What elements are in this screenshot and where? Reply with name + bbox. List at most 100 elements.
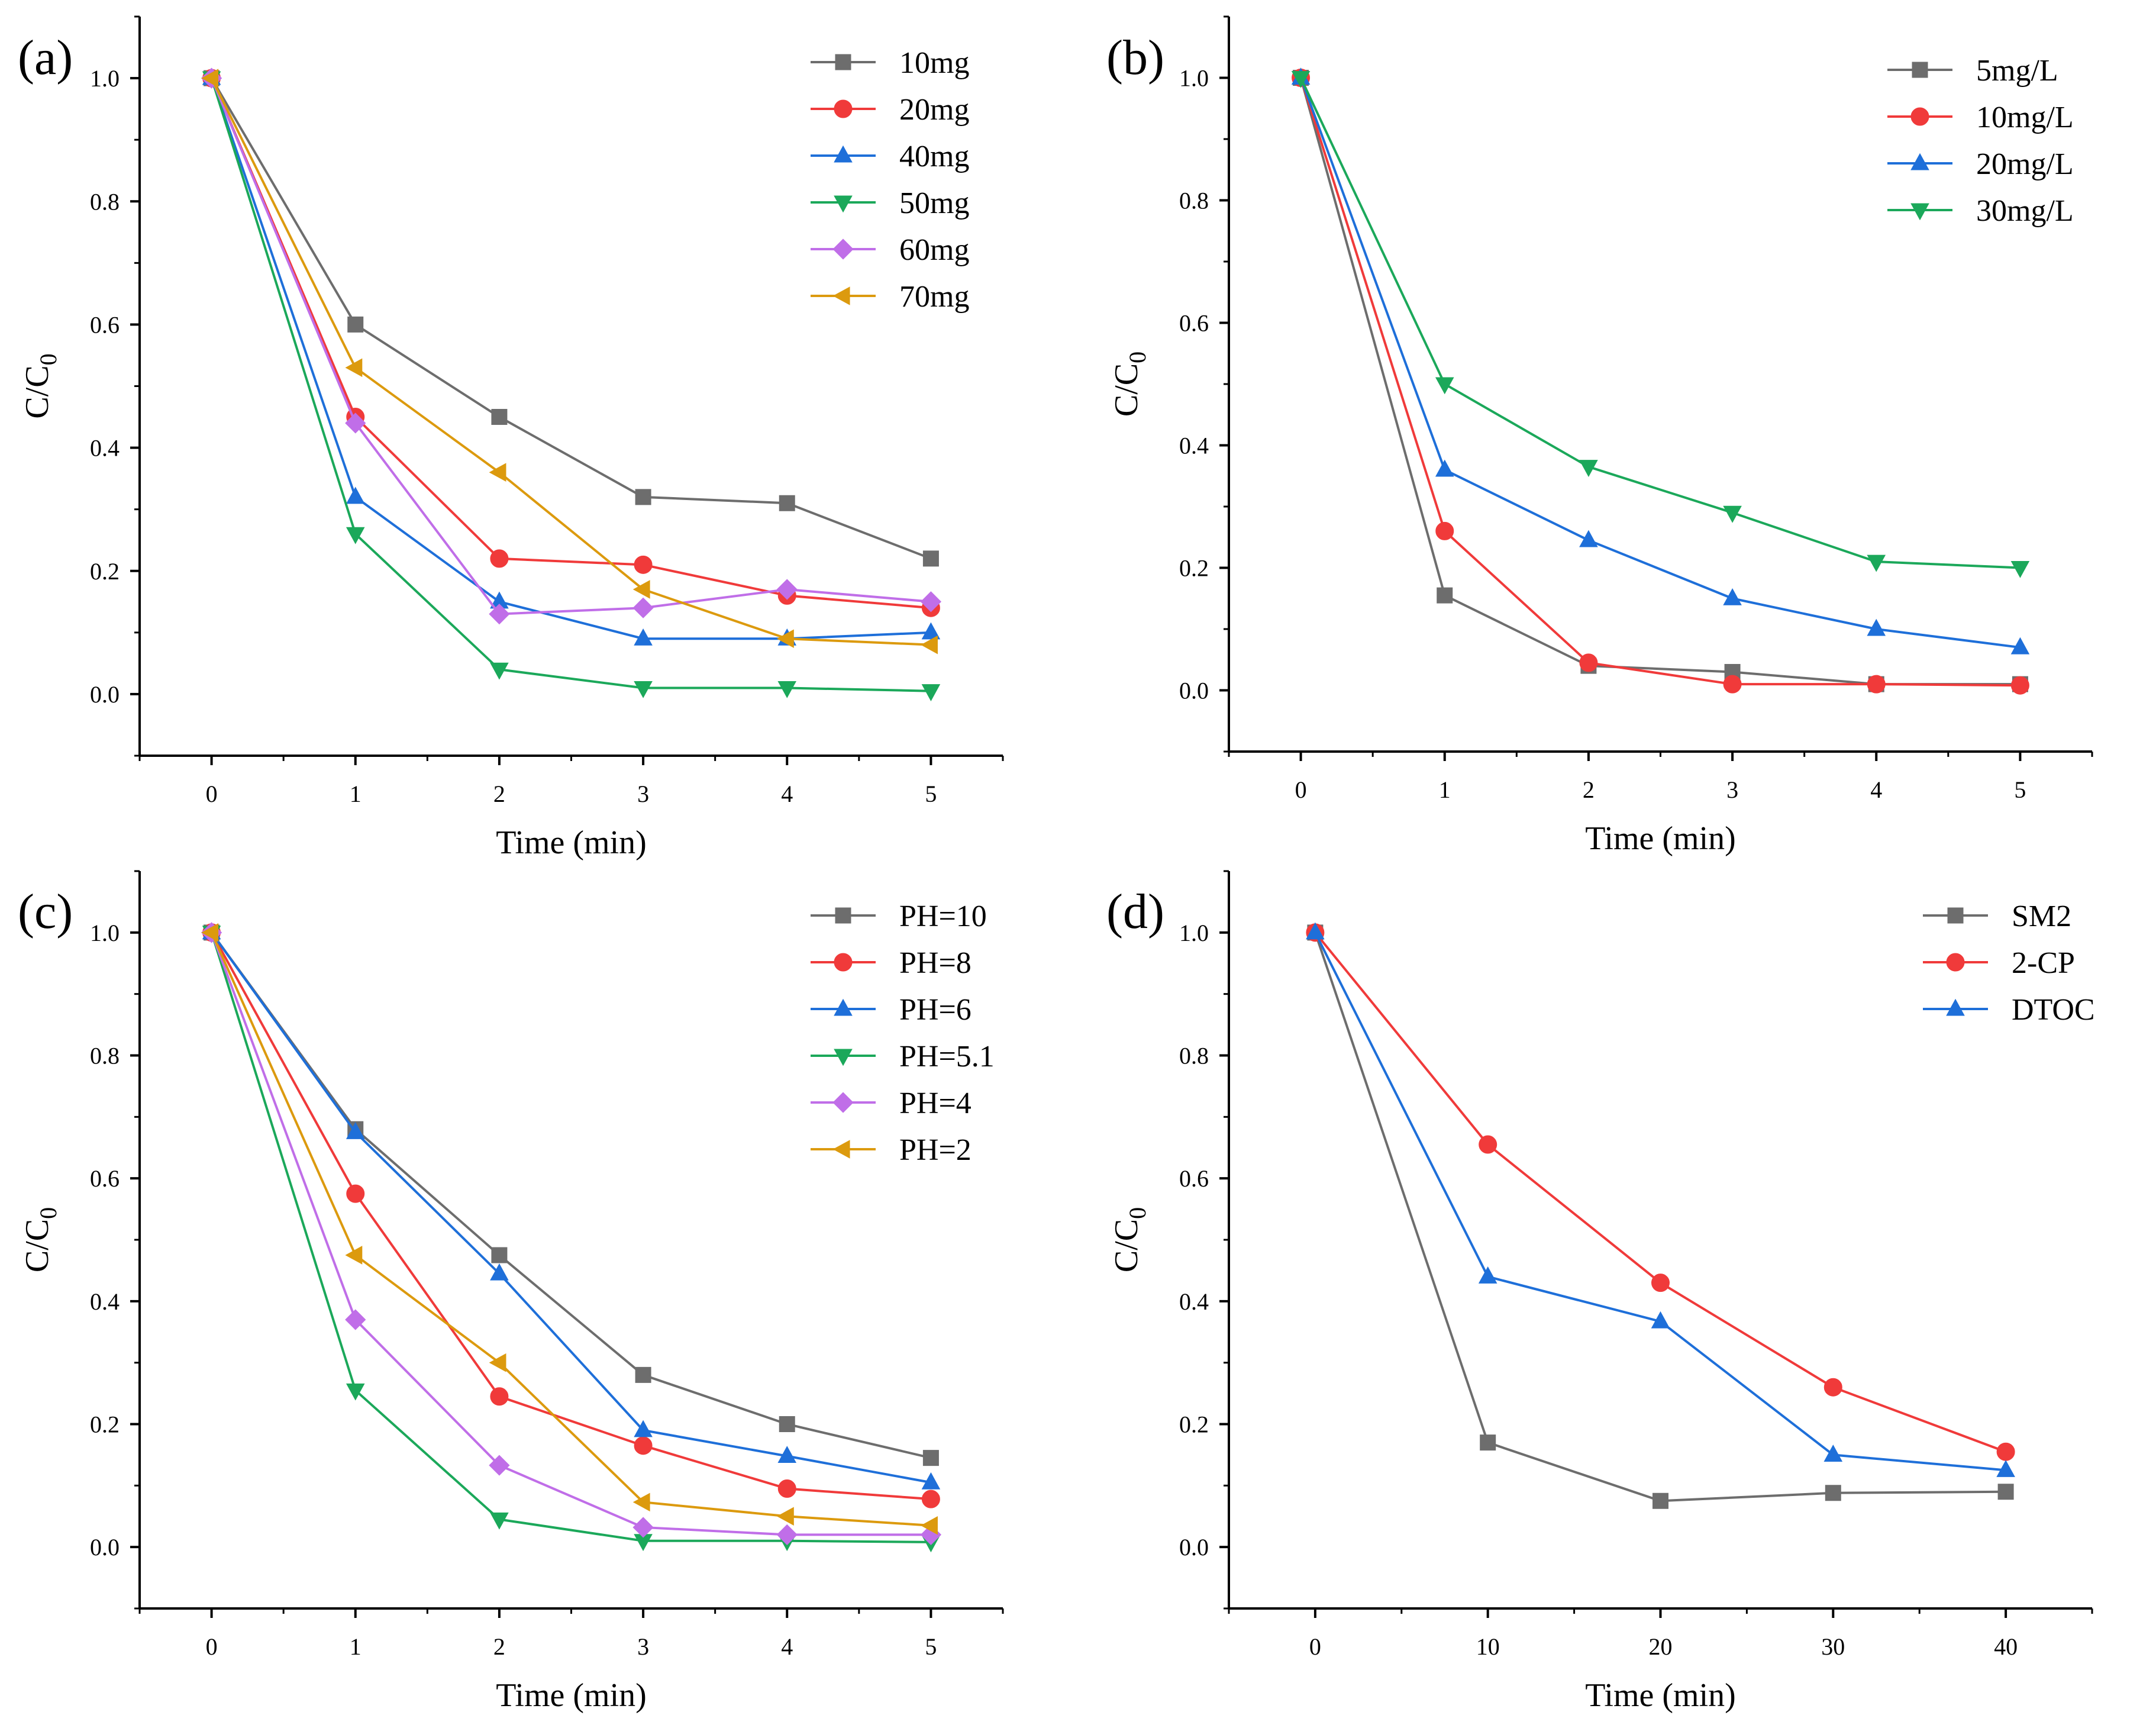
- legend-swatch-marker: [834, 953, 853, 972]
- series-20mg-l: [1291, 67, 2030, 655]
- data-point: [1996, 1460, 2015, 1477]
- series-group: [1291, 67, 2030, 695]
- data-point: [489, 1353, 506, 1372]
- series-group: [201, 922, 942, 1553]
- data-point: [1437, 587, 1453, 604]
- series-dtoc: [1306, 922, 2015, 1477]
- legend-swatch-marker: [1910, 153, 1929, 170]
- y-tick-label: 0.0: [90, 681, 120, 708]
- legend-item: SM2: [1923, 900, 2071, 933]
- data-point: [1435, 521, 1454, 540]
- data-point: [2010, 676, 2029, 695]
- data-point: [490, 1263, 509, 1281]
- series-line: [1299, 77, 2021, 569]
- legend-item: 20mg/L: [1887, 147, 2074, 181]
- y-axis-title-subscript: 0: [1124, 352, 1151, 363]
- y-tick-label: 1.0: [1179, 65, 1209, 92]
- legend-swatch-marker: [1946, 998, 1965, 1016]
- x-tick-label: 0: [1309, 1633, 1321, 1660]
- x-tick-label: 5: [925, 1633, 937, 1660]
- legend-item: 40mg: [811, 140, 969, 173]
- data-point: [1723, 505, 1742, 523]
- x-tick-label: 3: [637, 781, 649, 807]
- legend-label: 60mg: [899, 233, 969, 267]
- x-tick-label: 4: [781, 1633, 793, 1660]
- series-ph-2: [201, 923, 938, 1535]
- y-tick-label: 0.0: [1179, 678, 1209, 704]
- data-point: [634, 1436, 653, 1455]
- legend-item: PH=5.1: [811, 1040, 995, 1073]
- panel-label: (b): [1106, 30, 1164, 85]
- data-point: [1996, 1442, 2015, 1461]
- legend: PH=10 PH=8 PH=6 PH=5.1 PH=4 PH=2: [811, 900, 995, 1167]
- x-tick-label: 1: [350, 1633, 362, 1660]
- x-tick-label: 2: [1583, 776, 1595, 803]
- data-point: [922, 1450, 939, 1466]
- y-tick-label: 1.0: [90, 65, 120, 92]
- data-point: [1823, 1445, 1843, 1462]
- x-tick-label: 1: [1439, 776, 1451, 803]
- axes: 0 1 2 3 4 5 0.0 0.2 0.4 0.6 0.8 1.0: [90, 15, 1004, 807]
- x-tick-label: 4: [1870, 776, 1882, 803]
- legend-swatch-marker: [1947, 907, 1964, 924]
- x-tick-label: 30: [1821, 1633, 1845, 1660]
- data-point: [1651, 1274, 1670, 1292]
- legend: 10mg 20mg 40mg 50mg 60mg 70mg: [811, 46, 969, 314]
- series-line: [210, 78, 931, 610]
- legend-item: PH=8: [811, 946, 972, 980]
- series-10mg-l: [1292, 69, 2029, 695]
- legend-label: SM2: [2012, 900, 2071, 933]
- y-tick-label: 0.2: [90, 558, 120, 585]
- y-axis-title-main: C/C: [19, 1219, 56, 1272]
- legend-item: 20mg: [811, 93, 969, 127]
- data-point: [201, 923, 219, 942]
- data-point: [1579, 460, 1598, 478]
- data-point: [1435, 459, 1454, 477]
- data-point: [922, 550, 939, 567]
- data-point: [489, 463, 506, 482]
- data-point: [1723, 675, 1742, 694]
- legend-item: DTOC: [1923, 993, 2095, 1027]
- x-tick-label: 4: [781, 781, 793, 807]
- data-point: [634, 681, 653, 698]
- data-point: [2010, 560, 2030, 578]
- data-point: [776, 1524, 798, 1546]
- y-tick-label: 0.8: [1179, 1043, 1209, 1069]
- data-point: [1651, 1311, 1670, 1329]
- panel-d: 0 10 20 30 40 0.0 0.2 0.4 0.6 0.8 1.0 Time (min) C/C…: [1106, 870, 2095, 1714]
- legend-label: PH=10: [899, 900, 987, 933]
- data-point: [1579, 530, 1598, 547]
- legend-label: 20mg: [899, 93, 969, 127]
- legend-label: 70mg: [899, 280, 969, 314]
- series-line: [1299, 77, 2021, 687]
- data-point: [1306, 922, 1325, 940]
- data-point: [1579, 653, 1598, 672]
- y-tick-label: 0.8: [90, 1043, 120, 1069]
- data-point: [1825, 1485, 1841, 1501]
- legend-label: DTOC: [2012, 993, 2095, 1027]
- y-tick-label: 0.4: [90, 1288, 120, 1315]
- x-axis-title: Time (min): [496, 824, 647, 861]
- data-point: [491, 1247, 508, 1263]
- y-axis-title-subscript: 0: [35, 353, 62, 365]
- panel-label: (c): [18, 884, 73, 939]
- y-tick-label: 0.8: [1179, 188, 1209, 214]
- data-point: [634, 1420, 653, 1437]
- legend-swatch-marker: [832, 1140, 850, 1159]
- legend-label: 40mg: [899, 140, 969, 173]
- legend-swatch-marker: [1912, 62, 1928, 78]
- data-point: [635, 489, 651, 505]
- data-point: [1479, 1135, 1497, 1154]
- series-group: [201, 67, 942, 702]
- y-tick-label: 1.0: [1179, 920, 1209, 946]
- y-tick-label: 0.6: [90, 311, 120, 338]
- data-point: [490, 549, 509, 568]
- data-point: [345, 1246, 363, 1265]
- data-point: [490, 662, 509, 680]
- x-tick-label: 2: [493, 1633, 505, 1660]
- legend-item: 60mg: [811, 233, 969, 267]
- data-point: [346, 527, 365, 544]
- y-tick-label: 0.4: [90, 435, 120, 462]
- y-axis-title-subscript: 0: [1124, 1207, 1151, 1219]
